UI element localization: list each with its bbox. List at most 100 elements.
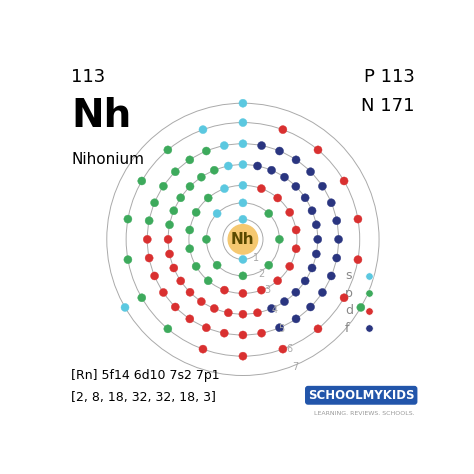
Circle shape	[204, 194, 212, 202]
Circle shape	[314, 236, 322, 243]
Circle shape	[264, 261, 273, 269]
Circle shape	[301, 277, 309, 285]
Text: [Rn] 5f14 6d10 7s2 7p1: [Rn] 5f14 6d10 7s2 7p1	[72, 369, 220, 382]
Circle shape	[275, 324, 283, 332]
Circle shape	[202, 147, 210, 155]
Text: Nihonium: Nihonium	[72, 152, 145, 167]
Circle shape	[292, 226, 300, 234]
Circle shape	[224, 309, 232, 317]
Circle shape	[308, 207, 316, 215]
Circle shape	[333, 217, 341, 225]
Circle shape	[121, 303, 129, 311]
Text: 4: 4	[272, 305, 278, 315]
Circle shape	[340, 177, 348, 185]
Circle shape	[210, 166, 219, 174]
Circle shape	[171, 168, 179, 176]
Circle shape	[228, 225, 257, 254]
Circle shape	[239, 272, 247, 280]
Circle shape	[308, 264, 316, 272]
Circle shape	[264, 210, 273, 218]
Circle shape	[273, 194, 282, 202]
Circle shape	[239, 182, 247, 190]
Circle shape	[357, 303, 365, 311]
Circle shape	[199, 345, 207, 353]
Circle shape	[254, 162, 262, 170]
Text: d: d	[345, 304, 353, 318]
Text: p: p	[345, 287, 353, 300]
Circle shape	[138, 294, 146, 302]
Circle shape	[159, 182, 167, 190]
Circle shape	[186, 245, 194, 253]
Circle shape	[281, 173, 289, 181]
Text: 6: 6	[286, 344, 292, 354]
Text: 7: 7	[292, 362, 299, 372]
Circle shape	[319, 182, 327, 190]
Text: N 171: N 171	[361, 97, 414, 115]
Circle shape	[159, 289, 167, 297]
Circle shape	[151, 199, 159, 207]
Circle shape	[213, 210, 221, 218]
Circle shape	[224, 162, 232, 170]
Circle shape	[286, 209, 294, 216]
Text: Nh: Nh	[72, 97, 132, 135]
Circle shape	[186, 156, 194, 164]
Circle shape	[335, 236, 343, 243]
Circle shape	[267, 166, 275, 174]
Point	[365, 307, 373, 315]
Circle shape	[312, 221, 320, 229]
Circle shape	[170, 264, 178, 272]
Text: 113: 113	[72, 68, 106, 86]
Point	[365, 325, 373, 332]
Text: [2, 8, 18, 32, 32, 18, 3]: [2, 8, 18, 32, 32, 18, 3]	[72, 391, 216, 404]
Circle shape	[197, 173, 205, 181]
Circle shape	[239, 255, 247, 264]
Circle shape	[186, 315, 194, 323]
Circle shape	[210, 304, 219, 312]
Text: f: f	[345, 322, 350, 335]
Circle shape	[143, 236, 151, 243]
Circle shape	[279, 126, 287, 134]
Circle shape	[239, 161, 247, 169]
Text: P 113: P 113	[364, 68, 414, 86]
Point	[365, 272, 373, 280]
Text: SCHOOLMYKIDS: SCHOOLMYKIDS	[308, 389, 414, 402]
Circle shape	[267, 304, 275, 312]
Circle shape	[292, 315, 300, 323]
Circle shape	[220, 286, 228, 294]
Circle shape	[171, 303, 179, 311]
Circle shape	[177, 277, 185, 285]
Text: LEARNING. REVIEWS. SCHOOLS.: LEARNING. REVIEWS. SCHOOLS.	[314, 411, 414, 416]
Circle shape	[239, 140, 247, 148]
Text: s: s	[345, 269, 352, 283]
Circle shape	[151, 272, 159, 280]
Text: Nh: Nh	[231, 232, 255, 247]
Circle shape	[327, 199, 335, 207]
Circle shape	[164, 236, 172, 243]
Circle shape	[170, 207, 178, 215]
Circle shape	[204, 277, 212, 285]
Circle shape	[239, 215, 247, 223]
Point	[365, 290, 373, 297]
Circle shape	[220, 142, 228, 150]
Circle shape	[354, 255, 362, 264]
Circle shape	[145, 254, 153, 262]
Circle shape	[257, 142, 265, 150]
Circle shape	[292, 182, 300, 191]
Circle shape	[286, 263, 294, 270]
Circle shape	[275, 236, 283, 243]
Circle shape	[257, 329, 265, 337]
Circle shape	[177, 194, 185, 202]
Circle shape	[292, 288, 300, 296]
Circle shape	[192, 209, 200, 216]
Circle shape	[202, 324, 210, 332]
Circle shape	[164, 325, 172, 333]
Circle shape	[314, 146, 322, 154]
Circle shape	[186, 226, 194, 234]
Circle shape	[292, 245, 300, 253]
Circle shape	[220, 184, 228, 192]
Text: 1: 1	[253, 253, 259, 263]
Circle shape	[314, 325, 322, 333]
Circle shape	[257, 184, 265, 192]
Circle shape	[254, 309, 262, 317]
Circle shape	[164, 146, 172, 154]
